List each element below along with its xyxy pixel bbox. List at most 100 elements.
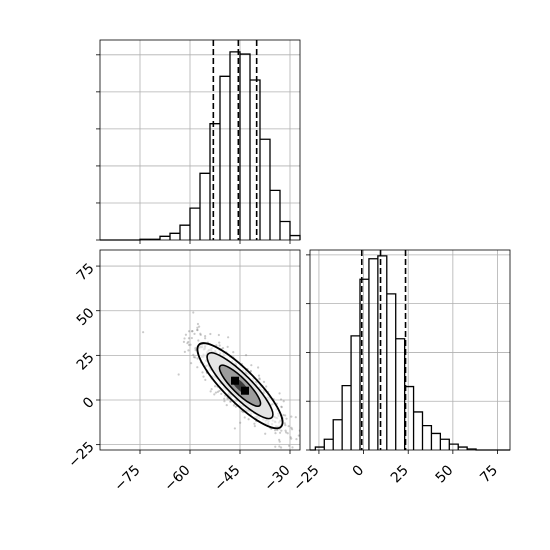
histogram-bin	[260, 139, 270, 240]
sample-point	[177, 373, 180, 376]
axes-frame	[309, 249, 511, 451]
sample-point	[216, 390, 219, 393]
histogram-bin	[396, 339, 405, 450]
sample-point	[199, 332, 202, 335]
sample-point	[190, 362, 193, 365]
x-tick-label: 25	[388, 462, 412, 486]
histogram-bin	[440, 439, 449, 450]
sample-point	[279, 398, 283, 401]
sample-point	[279, 446, 283, 449]
sample-point	[280, 405, 283, 408]
sample-point	[218, 341, 221, 344]
sample-point	[257, 374, 261, 377]
sample-point	[257, 366, 260, 369]
sample-point	[283, 422, 286, 425]
sample-point	[290, 426, 293, 429]
sample-point	[187, 337, 191, 340]
sample-point	[190, 330, 194, 333]
sample-point	[196, 366, 199, 369]
sample-point	[196, 326, 199, 329]
sample-point	[184, 333, 188, 336]
sample-point	[187, 349, 190, 352]
sample-point	[282, 400, 285, 403]
x-tick-label: −60	[161, 462, 193, 494]
histogram-step-line	[100, 51, 301, 241]
histogram-bin	[414, 412, 423, 450]
sample-point	[217, 333, 220, 337]
histogram-bin	[458, 447, 467, 450]
sample-point	[273, 429, 277, 432]
histogram-bin	[190, 208, 200, 240]
sample-point	[220, 392, 223, 395]
sample-point	[276, 428, 279, 432]
sample-point	[287, 425, 290, 428]
sample-point	[190, 336, 193, 340]
sample-point	[223, 400, 226, 403]
x-tick-label: 75	[477, 462, 501, 486]
density-peak-cell	[231, 376, 239, 385]
sample-point	[201, 371, 204, 374]
sample-point	[188, 343, 191, 347]
sample-point	[194, 356, 197, 359]
sample-point	[258, 377, 261, 380]
sample-point	[182, 340, 186, 343]
sample-point	[234, 405, 238, 408]
y-tick-label: 50	[74, 305, 98, 329]
sample-point	[250, 364, 253, 367]
sample-point	[239, 421, 242, 424]
sample-point	[294, 416, 297, 419]
sample-point	[209, 332, 212, 336]
sample-point	[247, 418, 250, 421]
histogram-bin	[170, 233, 180, 240]
x-tick-label: 0	[350, 462, 368, 480]
sample-point	[186, 342, 189, 345]
sample-point	[202, 375, 205, 378]
sample-point	[204, 337, 207, 340]
sample-point	[196, 322, 200, 326]
x-tick-label: −30	[261, 462, 293, 494]
sample-point	[290, 415, 293, 418]
sample-point	[232, 404, 236, 407]
sample-point	[204, 334, 207, 338]
sample-point	[290, 428, 294, 431]
sample-point	[289, 436, 292, 439]
sample-point	[204, 378, 207, 381]
histogram-bin	[315, 447, 324, 450]
marginal-histogram-x	[96, 39, 301, 244]
sample-point	[194, 347, 197, 350]
histogram-bin	[280, 221, 290, 240]
sample-point	[284, 429, 287, 432]
histogram-bin	[351, 336, 360, 450]
sample-point	[284, 414, 287, 417]
sample-point	[253, 422, 256, 425]
histogram-bin	[423, 426, 432, 450]
histogram-bin	[333, 420, 342, 450]
sample-point	[187, 340, 190, 344]
sample-point	[253, 425, 256, 428]
x-tick-label: 50	[433, 462, 457, 486]
marginal-histogram-y: −25 0 25 50 75	[290, 249, 511, 495]
sample-point	[199, 333, 202, 336]
sample-point	[274, 431, 277, 435]
sample-point	[187, 330, 191, 333]
sample-point	[194, 349, 197, 352]
x-tick-label: −45	[211, 462, 243, 494]
sample-point	[278, 438, 281, 441]
histogram-bin	[210, 124, 220, 240]
sample-point	[284, 424, 287, 427]
joint-content	[142, 311, 329, 457]
sample-point	[229, 400, 232, 403]
sample-point	[280, 406, 283, 409]
histogram-bin	[220, 76, 230, 240]
sample-point	[290, 437, 293, 440]
sample-point	[196, 328, 199, 331]
sample-point	[278, 440, 281, 443]
sample-point	[278, 431, 282, 434]
sample-point	[327, 455, 329, 457]
y-tick-label: 25	[74, 350, 98, 374]
sample-point	[301, 426, 303, 428]
sample-point	[213, 385, 217, 388]
sample-point	[218, 389, 221, 392]
sample-point	[225, 404, 228, 407]
sample-point	[196, 357, 199, 360]
